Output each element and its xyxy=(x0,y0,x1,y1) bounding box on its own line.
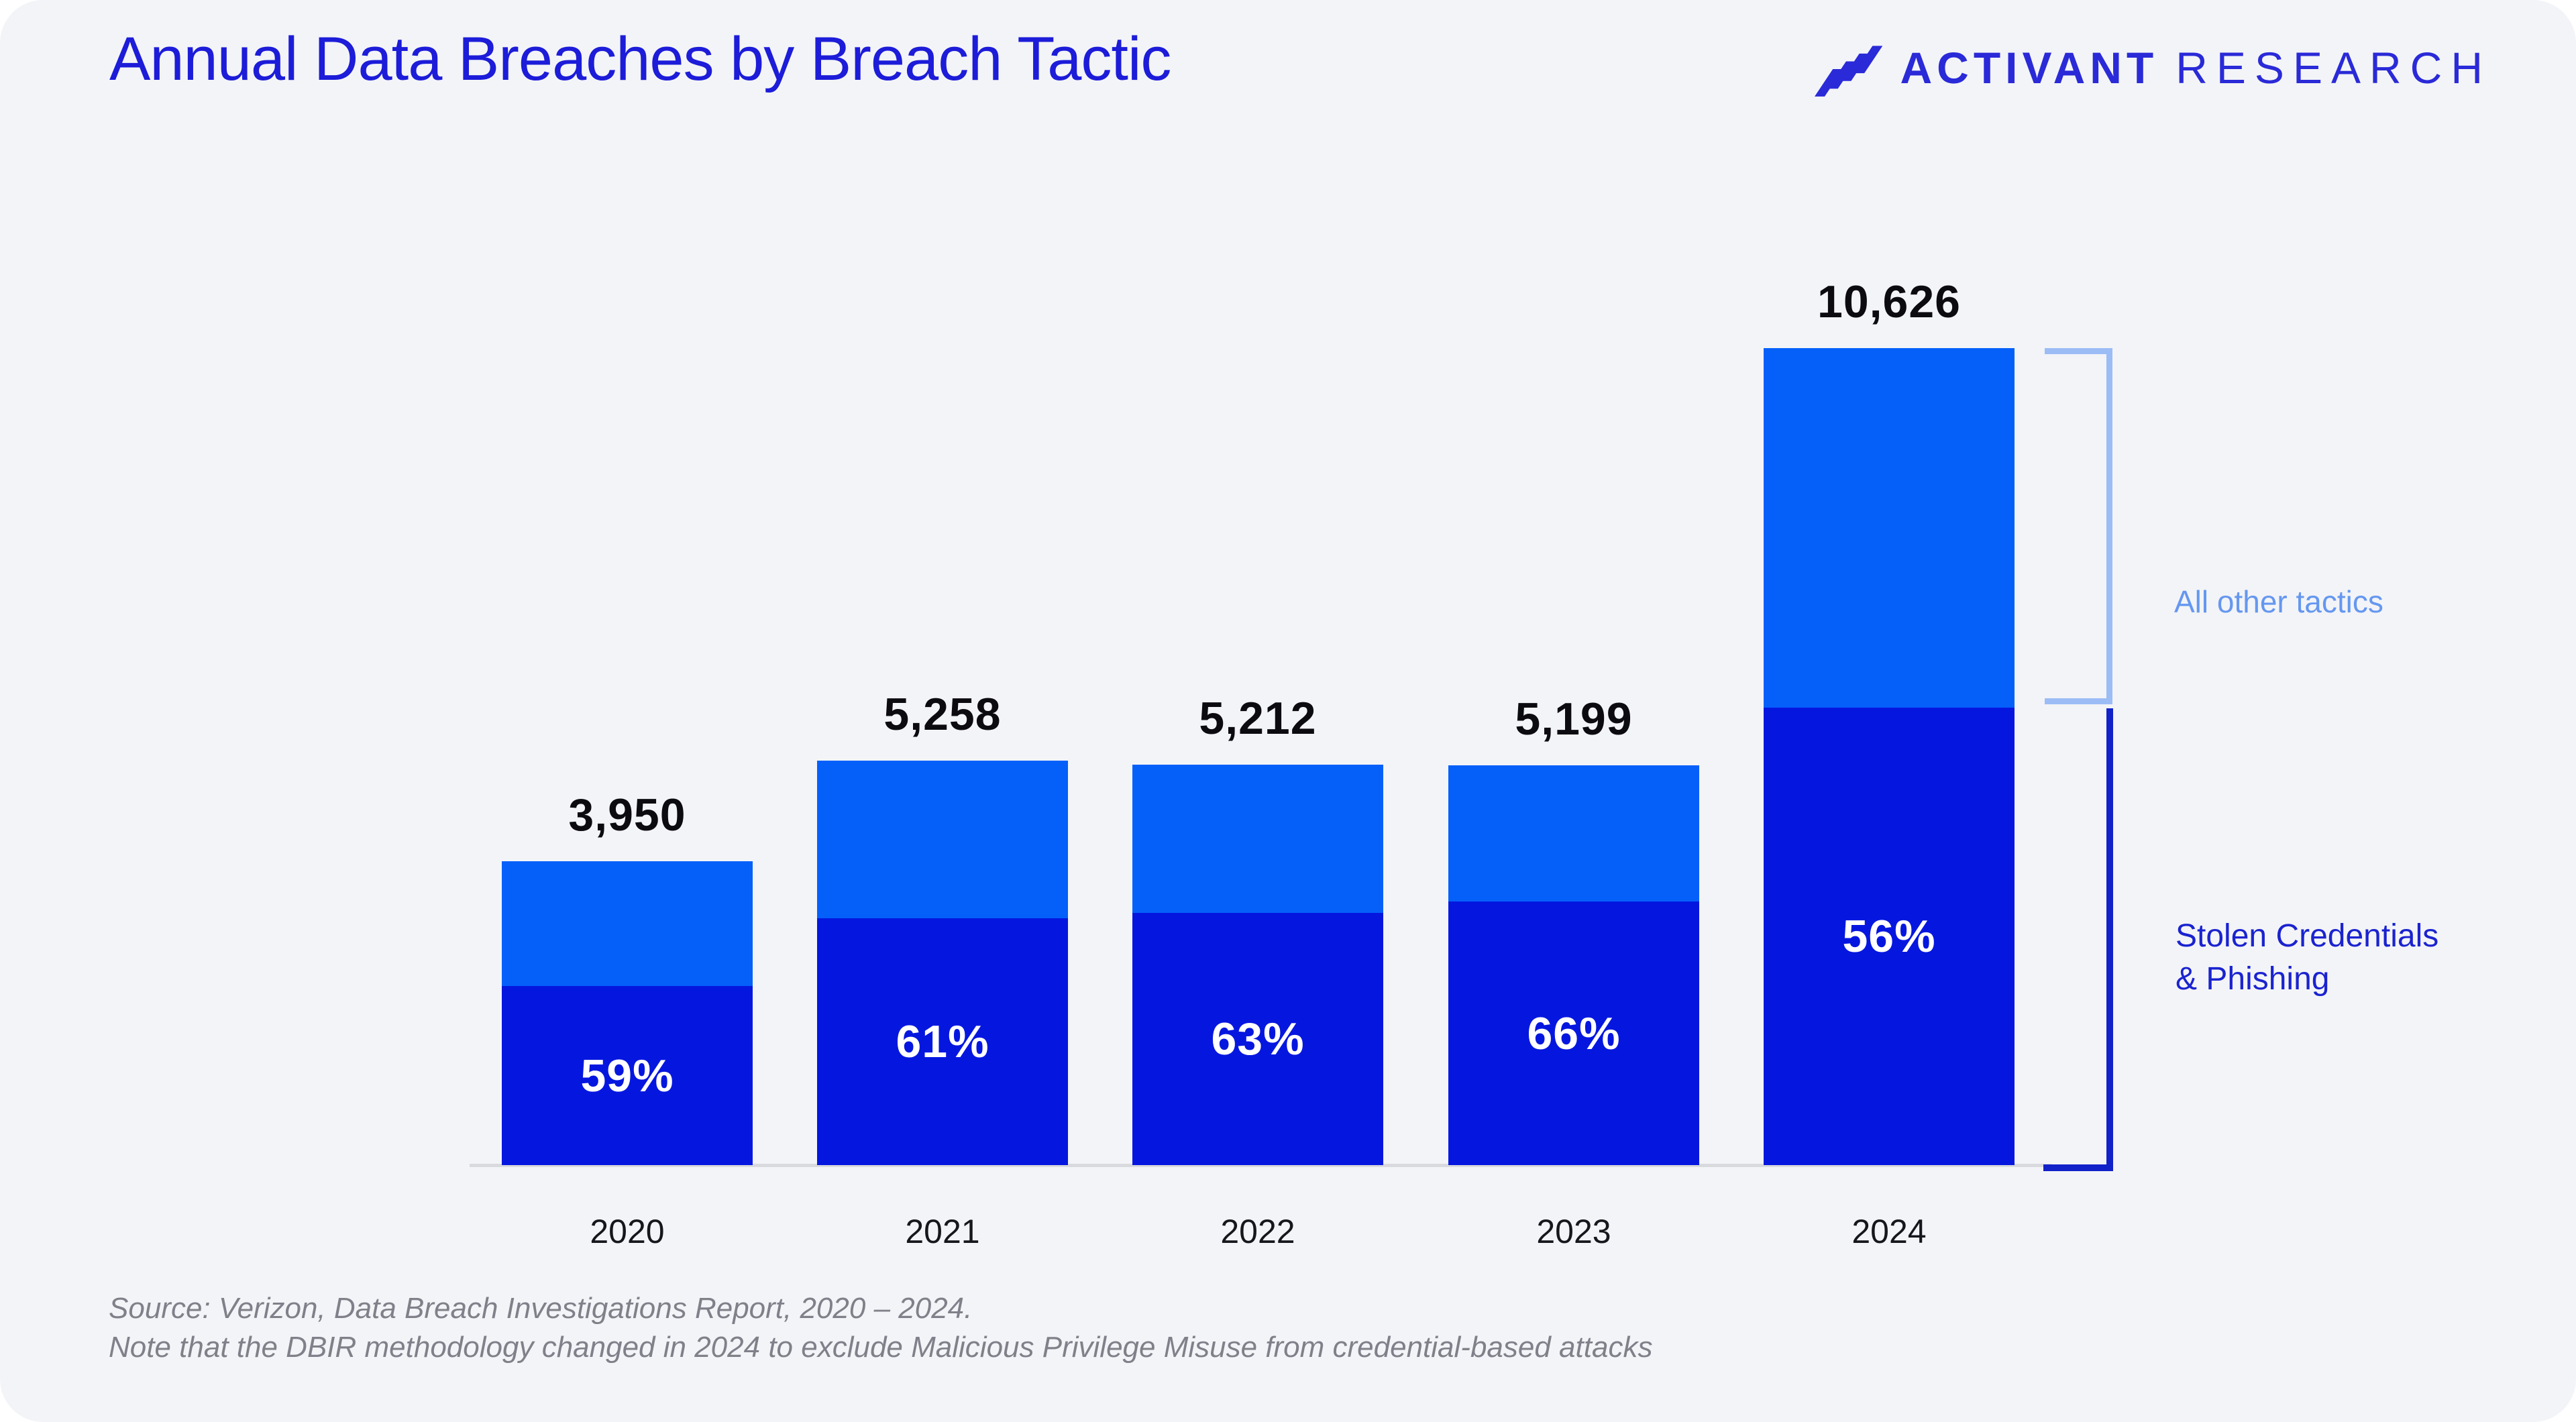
bracket-all-other-vertical xyxy=(2106,348,2112,704)
bracket-all-other-bottom-tick xyxy=(2045,698,2112,704)
segment-all-other-tactics xyxy=(1132,765,1383,913)
bar-2024: 10,626 56% 2024 xyxy=(1764,276,2015,1250)
segment-pct-label: 66% xyxy=(1527,1007,1621,1059)
brand-name: ACTIVANT xyxy=(1900,43,2159,93)
segment-all-other-tactics xyxy=(1448,765,1699,901)
segment-pct-label: 63% xyxy=(1211,1014,1305,1064)
methodology-note-line: Note that the DBIR methodology changed i… xyxy=(109,1331,1653,1364)
x-tick-label: 2022 xyxy=(1220,1213,1295,1250)
segment-pct-label: 59% xyxy=(580,1050,674,1101)
x-tick-label: 2021 xyxy=(905,1213,980,1250)
bracket-stolen-vertical xyxy=(2106,708,2113,1171)
segment-all-other-tactics xyxy=(817,761,1068,918)
source-line: Source: Verizon, Data Breach Investigati… xyxy=(109,1292,973,1325)
x-axis-line xyxy=(470,1164,2051,1167)
legend-stolen-credentials: Stolen Credentials & Phishing xyxy=(2176,915,2438,1001)
brand-logo: ACTIVANT RESEARCH xyxy=(1814,38,2492,98)
bar-2022: 5,212 63% 2022 xyxy=(1132,693,1383,1250)
segment-pct-label: 61% xyxy=(896,1016,989,1067)
segment-stolen-credentials: 63% xyxy=(1132,913,1383,1165)
bar-total-label: 3,950 xyxy=(568,789,686,840)
x-tick-label: 2024 xyxy=(1851,1213,1927,1250)
bracket-all-other-top-tick xyxy=(2045,348,2112,354)
bar-total-label: 10,626 xyxy=(1817,276,1961,327)
x-tick-label: 2020 xyxy=(590,1213,665,1250)
legend-stolen-line2: & Phishing xyxy=(2176,961,2330,997)
brand-suffix: RESEARCH xyxy=(2176,43,2491,93)
bar-2020: 3,950 59% 2020 xyxy=(502,789,753,1250)
x-tick-label: 2023 xyxy=(1536,1213,1611,1250)
segment-stolen-credentials: 66% xyxy=(1448,901,1699,1165)
bar-2021: 5,258 61% 2021 xyxy=(817,689,1068,1250)
segment-stolen-credentials: 56% xyxy=(1764,708,2015,1165)
segment-all-other-tactics xyxy=(502,861,753,986)
bar-2023: 5,199 66% 2023 xyxy=(1448,694,1699,1250)
activant-stripes-icon xyxy=(1814,46,1882,97)
segment-stolen-credentials: 59% xyxy=(502,986,753,1165)
segment-all-other-tactics xyxy=(1764,348,2015,708)
legend-all-other-tactics: All other tactics xyxy=(2174,584,2383,619)
source-note: Source: Verizon, Data Breach Investigati… xyxy=(109,1289,1652,1367)
bar-total-label: 5,199 xyxy=(1515,694,1633,745)
segment-stolen-credentials: 61% xyxy=(817,918,1068,1165)
segment-pct-label: 56% xyxy=(1842,911,1936,962)
bar-total-label: 5,212 xyxy=(1199,693,1317,744)
page-title: Annual Data Breaches by Breach Tactic xyxy=(109,25,1171,93)
bracket-stolen-bottom-tick xyxy=(2043,1164,2113,1171)
legend-stolen-line1: Stolen Credentials xyxy=(2176,918,2439,954)
bar-total-label: 5,258 xyxy=(883,689,1002,740)
